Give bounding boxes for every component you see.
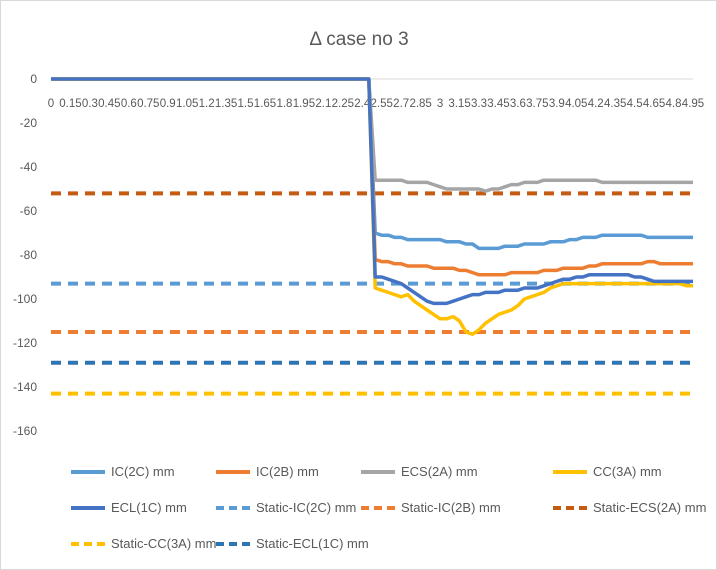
chart-title: Δ case no 3 xyxy=(309,29,408,50)
x-tick-label: 2.1 xyxy=(315,98,331,110)
y-tick-label: -40 xyxy=(20,160,38,174)
x-tick-label: 1.8 xyxy=(276,98,292,110)
x-tick-label: 2.55 xyxy=(371,98,393,110)
y-tick-label: -60 xyxy=(20,204,38,218)
y-tick-label: 0 xyxy=(30,72,37,86)
x-tick-label: 3.15 xyxy=(448,98,470,110)
y-tick-label: -120 xyxy=(13,336,37,350)
x-tick-label: 2.4 xyxy=(354,98,371,110)
x-tick-label: 2.25 xyxy=(332,98,354,110)
y-tick-label: -20 xyxy=(20,116,38,130)
x-tick-label: 0.75 xyxy=(137,98,159,110)
x-tick-label: 0.3 xyxy=(82,98,98,110)
x-tick-label: 4.95 xyxy=(682,98,704,110)
x-tick-label: 4.8 xyxy=(666,98,682,110)
x-tick-label: 0.6 xyxy=(121,98,137,110)
y-tick-label: -100 xyxy=(13,292,37,306)
y-tick-label: -160 xyxy=(13,424,37,438)
x-tick-label: 4.65 xyxy=(643,98,665,110)
x-tick-label: 0.15 xyxy=(59,98,81,110)
x-tick-label: 3.75 xyxy=(526,98,548,110)
x-tick-label: 3.9 xyxy=(549,98,565,110)
x-tick-label: 2.7 xyxy=(393,98,409,110)
series-line-4 xyxy=(51,77,693,306)
x-tick-label: 1.95 xyxy=(293,98,315,110)
x-tick-label: 2.85 xyxy=(409,98,431,110)
x-tick-label: 1.5 xyxy=(238,98,254,110)
x-tick-label: 4.2 xyxy=(588,98,604,110)
x-tick-label: 4.35 xyxy=(604,98,626,110)
x-tick-label: 1.05 xyxy=(176,98,198,110)
x-tick-label: 3.3 xyxy=(471,98,487,110)
x-tick-label: 3.45 xyxy=(487,98,509,110)
x-tick-label: 1.2 xyxy=(199,98,215,110)
x-tick-label: 0 xyxy=(48,98,54,110)
x-tick-label: 1.35 xyxy=(215,98,237,110)
y-tick-label: -80 xyxy=(20,248,38,262)
x-tick-label: 3.6 xyxy=(510,98,526,110)
x-tick-label: 1.65 xyxy=(254,98,276,110)
x-tick-label: 0.45 xyxy=(98,98,120,110)
x-tick-label: 0.9 xyxy=(160,98,176,110)
y-tick-label: -140 xyxy=(13,380,37,394)
x-tick-label: 4.5 xyxy=(627,98,643,110)
x-tick-label: 3 xyxy=(437,98,443,110)
x-tick-label: 4.05 xyxy=(565,98,587,110)
